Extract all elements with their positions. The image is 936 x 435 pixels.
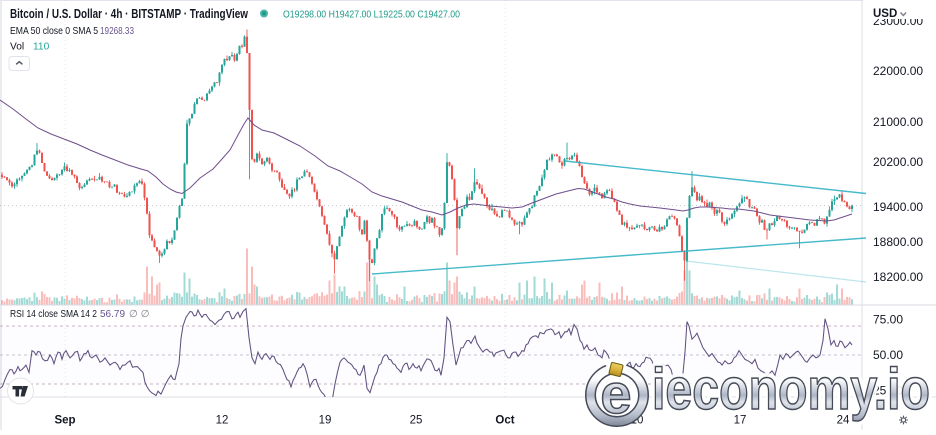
svg-text:RSI 14 close SMA 14 2: RSI 14 close SMA 14 2 [10, 309, 97, 320]
svg-text:Vol: Vol [10, 42, 24, 53]
svg-text:25.00: 25.00 [873, 384, 903, 398]
svg-text:ieconomy.io: ieconomy.io [652, 357, 930, 422]
svg-text:∅ ∅: ∅ ∅ [129, 309, 150, 320]
svg-text:110: 110 [33, 42, 50, 53]
svg-text:56.79: 56.79 [100, 309, 125, 320]
svg-text:22000.00: 22000.00 [873, 64, 923, 78]
svg-text:18200.00: 18200.00 [873, 270, 923, 284]
svg-text:O19298.00 H19427.00 L19225.00: O19298.00 H19427.00 L19225.00 C19427.00 [283, 9, 460, 20]
svg-text:17: 17 [734, 415, 747, 427]
svg-text:USD: USD [873, 8, 897, 20]
svg-text:EMA 50 close 0 SMA 5: EMA 50 close 0 SMA 5 [10, 26, 98, 37]
svg-text:25: 25 [410, 415, 423, 427]
svg-text:21000.00: 21000.00 [873, 115, 923, 129]
svg-text:24: 24 [837, 415, 850, 427]
svg-text:Oct: Oct [495, 415, 514, 427]
svg-text:Sep: Sep [54, 415, 75, 427]
svg-text:50.00: 50.00 [873, 348, 903, 362]
svg-text:19: 19 [319, 415, 332, 427]
svg-text:19400.00: 19400.00 [873, 200, 923, 214]
svg-text:75.00: 75.00 [873, 312, 903, 326]
svg-text:19268.33: 19268.33 [100, 26, 134, 37]
svg-text:12: 12 [216, 415, 229, 427]
svg-text:Bitcoin / U.S. Dollar · 4h · B: Bitcoin / U.S. Dollar · 4h · BITSTAMP · … [10, 6, 249, 21]
svg-text:ieconomy.io: ieconomy.io [652, 357, 930, 422]
svg-text:20200.00: 20200.00 [873, 155, 923, 169]
svg-text:e: e [600, 362, 631, 425]
svg-text:18800.00: 18800.00 [873, 235, 923, 249]
